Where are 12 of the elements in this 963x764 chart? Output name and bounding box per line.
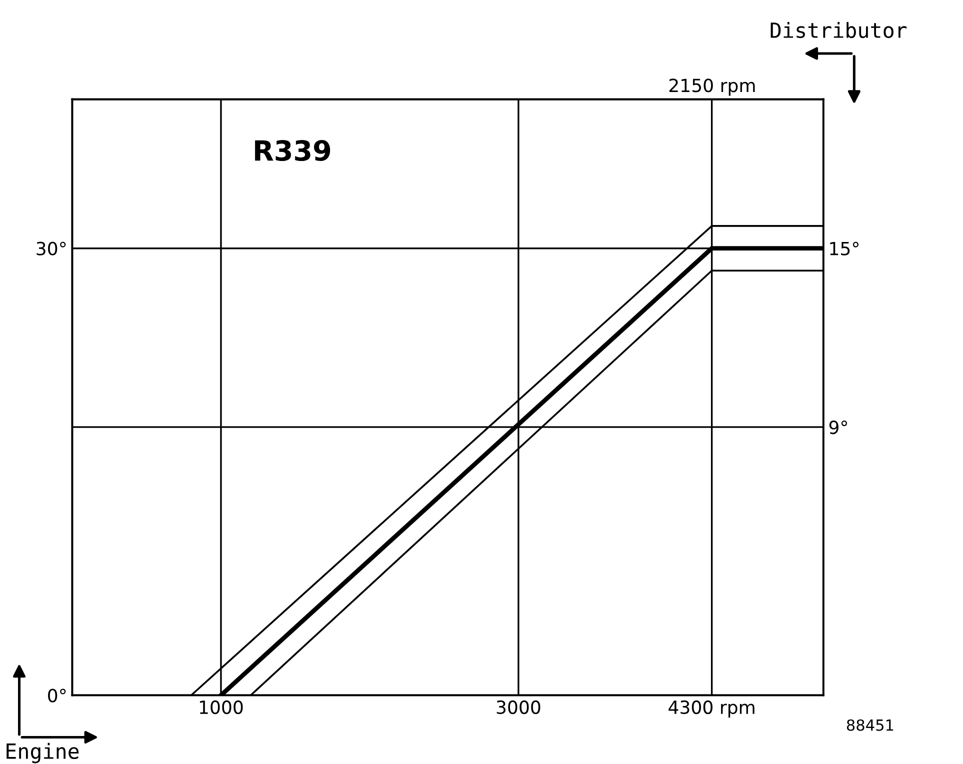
y-tick-label: 0°: [48, 688, 66, 702]
annotation: R339: [255, 140, 330, 162]
x-tick-label: 4300 rpm: [668, 700, 754, 718]
x-axis-title: Engine: [6, 742, 79, 764]
x-tick-label: 3000: [496, 700, 540, 714]
y2-tick-label: 9°: [829, 420, 848, 434]
x-tick-label: 1000: [200, 700, 243, 714]
y2-tick-label: 15°: [830, 242, 859, 256]
text: 2150 rpm: [669, 78, 755, 96]
y-tick-label: 30°: [36, 242, 66, 256]
text: 88451: [846, 719, 894, 731]
y2-axis-title: Distributor: [770, 22, 907, 38]
